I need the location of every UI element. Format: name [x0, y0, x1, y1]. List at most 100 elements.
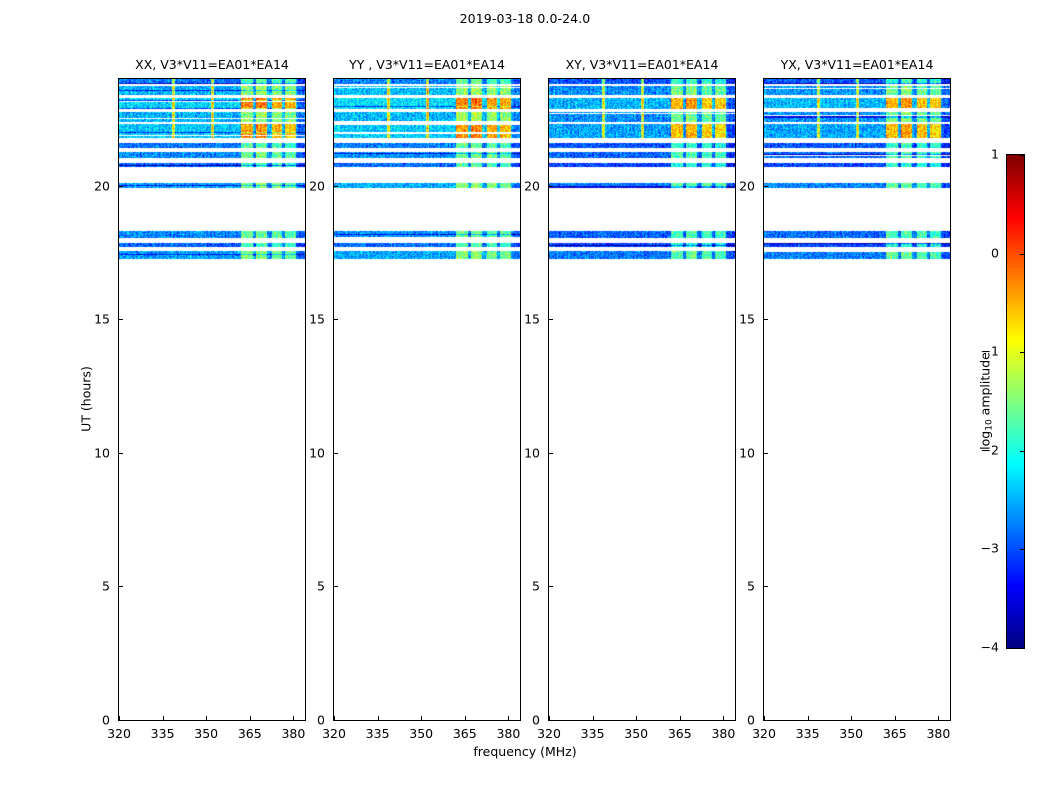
x-tick	[119, 716, 120, 720]
y-tick-label: 0	[532, 712, 540, 728]
colorbar-tick	[1020, 450, 1024, 452]
panel-yy-title: YY , V3*V11=EA01*EA14	[349, 57, 505, 72]
x-tick	[377, 716, 379, 720]
y-tick	[764, 185, 768, 187]
panel-xx: XX, V3*V11=EA01*EA14 320 335 350 365 380 0 5 10 1…	[94, 57, 306, 741]
y-tick-label: 0	[317, 712, 325, 728]
x-tick-label: 335	[795, 726, 820, 741]
x-tick	[249, 716, 251, 720]
x-tick-label: 350	[624, 726, 649, 741]
x-tick	[464, 716, 466, 720]
x-tick	[938, 716, 940, 720]
colorbar-label-rest: amplitude	[977, 352, 993, 420]
y-tick-label: 5	[317, 578, 325, 594]
colorbar-tick	[1020, 648, 1024, 649]
colorbar-tick-label: 1	[991, 146, 999, 162]
x-tick-label: 380	[496, 726, 521, 741]
y-tick	[119, 720, 123, 721]
x-tick-label: 350	[409, 726, 434, 741]
x-tick-label: 320	[322, 726, 346, 741]
x-tick-label: 380	[281, 726, 306, 741]
x-tick-label: 320	[752, 726, 776, 741]
y-tick	[334, 452, 338, 454]
x-tick	[206, 716, 208, 720]
x-tick	[723, 716, 725, 720]
y-tick	[119, 319, 123, 321]
y-tick-label: 15	[309, 311, 325, 327]
y-tick	[764, 586, 768, 588]
y-tick-label: 5	[102, 578, 110, 594]
y-tick-label: 10	[739, 445, 755, 461]
x-tick	[807, 716, 809, 720]
x-tick-label: 335	[150, 726, 175, 741]
x-tick-label: 365	[237, 726, 262, 741]
y-tick	[549, 185, 553, 187]
panel-yy: YY , V3*V11=EA01*EA14 320 335 350 365 380 0 5 10…	[309, 57, 521, 741]
x-tick	[636, 716, 638, 720]
panel-xy-title: XY, V3*V11=EA01*EA14	[565, 57, 719, 72]
panel-xy: XY, V3*V11=EA01*EA14 320 335 350 365 380 0 5 10 1…	[524, 57, 736, 741]
colorbar-tick	[1020, 352, 1024, 354]
y-tick-label: 15	[739, 311, 755, 327]
panel-xx-heatmap	[119, 79, 305, 720]
x-tick-label: 380	[711, 726, 736, 741]
x-tick	[592, 716, 594, 720]
y-tick-label: 10	[309, 445, 325, 461]
colorbar-tick-label: −2	[980, 442, 999, 458]
x-tick-label: 380	[926, 726, 951, 741]
panel-xx-title: XX, V3*V11=EA01*EA14	[135, 57, 289, 72]
x-tick	[894, 716, 896, 720]
x-tick-label: 320	[537, 726, 561, 741]
panel-xy-heatmap	[549, 79, 735, 720]
colorbar	[1006, 154, 1025, 649]
y-tick	[764, 452, 768, 454]
x-tick	[679, 716, 681, 720]
y-tick	[334, 720, 338, 721]
y-tick-label: 0	[747, 712, 755, 728]
x-tick	[293, 716, 295, 720]
colorbar-tick-label: 0	[991, 245, 999, 261]
x-tick-label: 365	[882, 726, 907, 741]
panel-yx: YX, V3*V11=EA01*EA14 320 335 350 365 380 0 5 10 1…	[739, 57, 951, 741]
y-tick-label: 5	[532, 578, 540, 594]
x-tick	[851, 716, 853, 720]
x-tick	[334, 716, 335, 720]
y-tick	[334, 586, 338, 588]
y-tick	[764, 319, 768, 321]
colorbar-tick	[1020, 155, 1024, 156]
y-tick-label: 20	[739, 178, 755, 194]
y-tick-label: 10	[94, 445, 110, 461]
panel-yx-title: YX, V3*V11=EA01*EA14	[780, 57, 934, 72]
x-tick	[549, 716, 550, 720]
y-tick	[549, 452, 553, 454]
y-tick	[334, 185, 338, 187]
y-tick	[764, 720, 768, 721]
x-tick	[764, 716, 765, 720]
panel-yx-heatmap	[764, 79, 950, 720]
colorbar-tick	[1020, 253, 1024, 255]
y-axis-label: UT (hours)	[78, 366, 94, 432]
colorbar-tick	[1020, 549, 1024, 551]
y-tick	[119, 586, 123, 588]
y-tick-label: 10	[524, 445, 540, 461]
y-tick-label: 20	[94, 178, 110, 194]
y-tick	[119, 452, 123, 454]
y-tick-label: 20	[309, 178, 325, 194]
x-axis-label: frequency (MHz)	[473, 744, 577, 759]
y-tick	[549, 720, 553, 721]
y-tick	[334, 319, 338, 321]
colorbar-tick-label: −3	[980, 540, 999, 556]
y-tick-label: 15	[94, 311, 110, 327]
y-tick	[549, 319, 553, 321]
y-tick-label: 20	[524, 178, 540, 194]
x-tick-label: 350	[194, 726, 219, 741]
colorbar-gradient	[1007, 155, 1024, 648]
y-tick	[119, 185, 123, 187]
x-tick	[162, 716, 164, 720]
y-tick-label: 0	[102, 712, 110, 728]
x-tick-label: 350	[839, 726, 864, 741]
colorbar-tick-label: −1	[980, 343, 999, 359]
panel-yy-heatmap	[334, 79, 520, 720]
x-tick-label: 335	[580, 726, 605, 741]
